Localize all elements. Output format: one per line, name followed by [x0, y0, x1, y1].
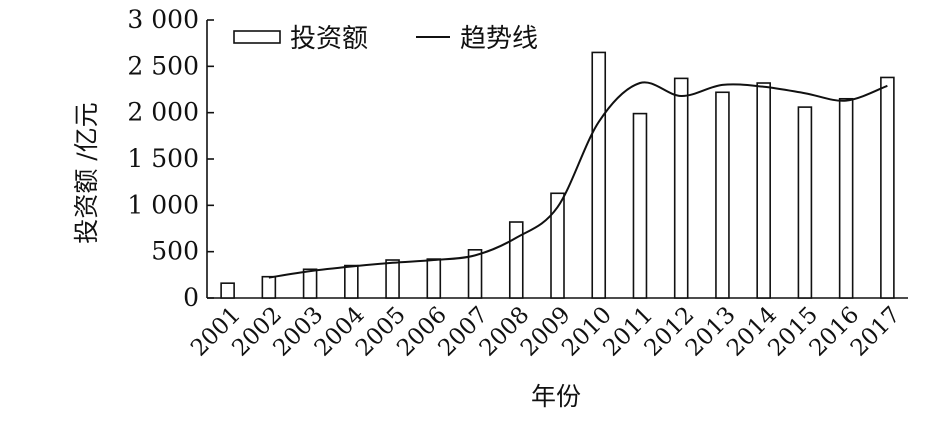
bar-2011 — [632, 112, 648, 299]
y-tick-label: 1 000 — [127, 190, 199, 219]
legend-bar-swatch — [233, 30, 281, 44]
bar-2003 — [302, 268, 318, 299]
bar-series — [220, 51, 895, 299]
legend: 投资额 趋势线 — [233, 24, 538, 54]
x-axis: 2001200220032004200520062007200820092010… — [186, 297, 908, 362]
y-tick-label: 2 000 — [127, 98, 199, 127]
bar-2002 — [261, 275, 277, 299]
bar-2012 — [673, 77, 689, 299]
bar-2006 — [426, 258, 442, 299]
bar-2014 — [756, 82, 771, 299]
bar-2008 — [508, 221, 524, 299]
bar-2015 — [797, 106, 813, 299]
y-tick-label: 3 000 — [127, 5, 199, 34]
y-axis-label: 投资额 /亿元 — [72, 102, 101, 243]
bar-2010 — [591, 51, 607, 299]
y-tick-label: 0 — [183, 283, 199, 312]
bar-2001 — [220, 282, 235, 299]
y-axis: 0 500 1 000 1 500 2 000 2 500 3 000 — [127, 5, 214, 312]
x-axis-label: 年份 — [531, 382, 581, 411]
bar-2017 — [880, 76, 895, 299]
bar-2009 — [550, 192, 565, 299]
trend-line — [268, 81, 888, 279]
bar-2013 — [715, 91, 730, 299]
bar-2005 — [385, 259, 400, 299]
bar-2016 — [838, 97, 854, 299]
y-tick-label: 2 500 — [127, 51, 199, 80]
bar-2007 — [467, 249, 483, 299]
y-tick-label: 500 — [151, 237, 199, 266]
legend-line-label: 趋势线 — [460, 24, 538, 54]
bar-2004 — [344, 264, 359, 299]
y-tick-label: 1 500 — [127, 144, 199, 173]
legend-bar-label: 投资额 — [290, 24, 368, 54]
trend-line-series — [268, 81, 888, 279]
